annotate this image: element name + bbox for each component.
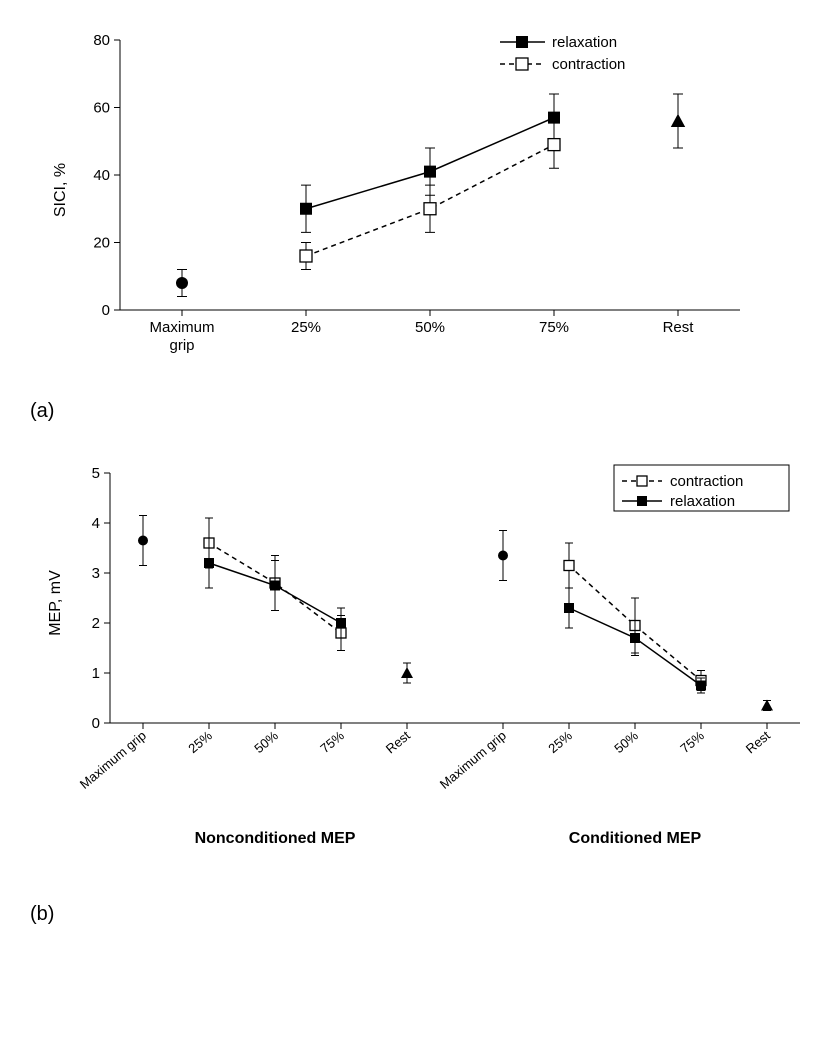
svg-text:50%: 50% (611, 728, 641, 756)
svg-text:1: 1 (92, 665, 100, 682)
panel-a-legend: relaxation contraction (500, 34, 625, 73)
svg-text:0: 0 (92, 715, 100, 732)
svg-text:25%: 25% (291, 319, 321, 336)
panel-b-legend: contraction relaxation (614, 465, 789, 511)
panel-b-ylabel: MEP, mV (47, 570, 64, 636)
panel-b-label: (b) (30, 903, 809, 926)
svg-text:2: 2 (92, 615, 100, 632)
svg-text:Maximum grip: Maximum grip (437, 728, 509, 792)
panel-a-ylabel: SICI, % (52, 163, 69, 217)
svg-text:Rest: Rest (743, 728, 773, 757)
svg-text:75%: 75% (677, 728, 707, 756)
svg-text:contraction: contraction (552, 56, 625, 73)
panel-b-yticks: 0 1 2 3 4 5 (92, 465, 110, 732)
svg-text:Conditioned MEP: Conditioned MEP (569, 830, 702, 847)
svg-text:0: 0 (102, 302, 110, 319)
panel-b-chart: 012345 Maximum grip25%50%75%RestMaximum … (20, 453, 810, 883)
panel-b-plot (138, 516, 773, 711)
svg-text:Rest: Rest (383, 728, 413, 757)
panel-a-xticks: Maximumgrip 25% 50% 75% Rest (149, 310, 694, 354)
svg-text:25%: 25% (185, 728, 215, 756)
svg-text:20: 20 (93, 235, 110, 252)
svg-text:75%: 75% (317, 728, 347, 756)
svg-text:Maximum: Maximum (149, 319, 214, 336)
svg-text:60: 60 (93, 100, 110, 117)
svg-text:Nonconditioned MEP: Nonconditioned MEP (195, 830, 356, 847)
panel-a-plot (176, 94, 685, 297)
svg-text:relaxation: relaxation (552, 34, 617, 51)
panel-b-group-titles: Nonconditioned MEP Conditioned MEP (195, 830, 702, 847)
svg-text:75%: 75% (539, 319, 569, 336)
panel-a-yticks: 0 20 40 60 80 (93, 32, 120, 319)
panel-a-label: (a) (30, 400, 809, 423)
svg-text:4: 4 (92, 515, 100, 532)
panel-b-figure: 012345 Maximum grip25%50%75%RestMaximum … (20, 453, 809, 926)
svg-text:contraction: contraction (670, 473, 743, 490)
svg-text:40: 40 (93, 167, 110, 184)
svg-text:5: 5 (92, 465, 100, 482)
svg-text:3: 3 (92, 565, 100, 582)
svg-text:Rest: Rest (663, 319, 695, 336)
svg-text:50%: 50% (415, 319, 445, 336)
panel-a-figure: 0 20 40 60 80 Maximumgrip 25% 50% 75% Rest SICI,… (20, 20, 809, 423)
panel-b-xticks: Maximum grip 25% 50% 75% Rest Maximum grip 25%… (77, 723, 773, 792)
svg-text:25%: 25% (545, 728, 575, 756)
svg-text:80: 80 (93, 32, 110, 49)
svg-text:50%: 50% (251, 728, 281, 756)
svg-text:relaxation: relaxation (670, 493, 735, 510)
panel-a-chart: 0 20 40 60 80 Maximumgrip 25% 50% 75% Rest SICI,… (20, 20, 780, 380)
svg-text:grip: grip (169, 337, 194, 354)
svg-text:Maximum grip: Maximum grip (77, 728, 149, 792)
